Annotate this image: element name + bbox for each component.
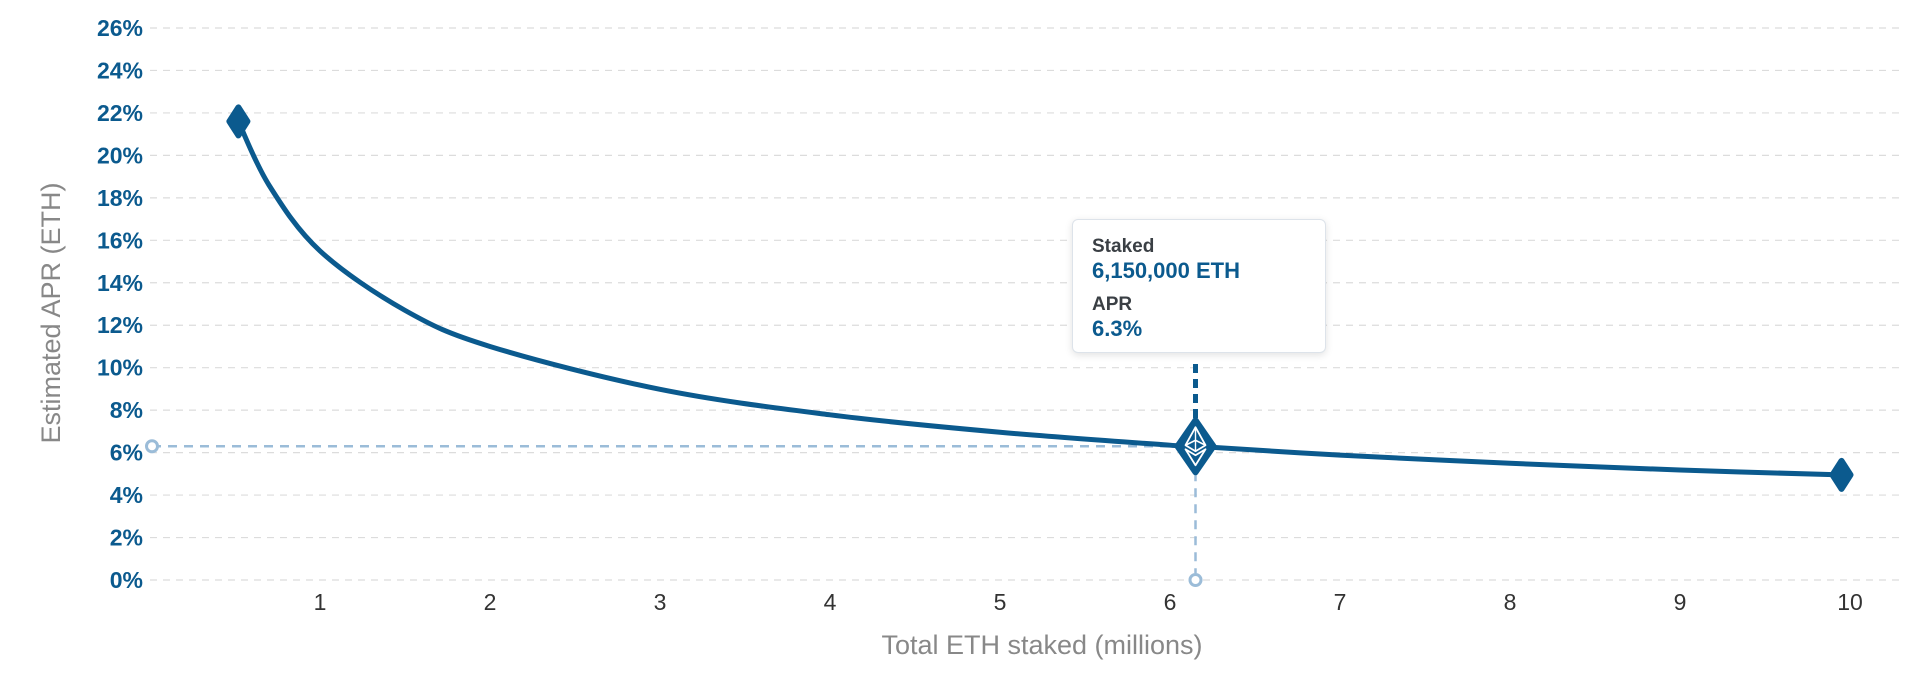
x-tick-label: 5 (994, 589, 1007, 615)
x-tick-label: 8 (1504, 589, 1517, 615)
series-start-marker (226, 104, 251, 139)
series-layer (235, 118, 1844, 478)
x-tick-label: 7 (1334, 589, 1347, 615)
y-tick-label: 14% (97, 270, 143, 296)
y-tick-label: 18% (97, 185, 143, 211)
x-tick-label: 4 (824, 589, 837, 615)
y-axis-guide-dot (145, 439, 159, 454)
y-tick-label: 22% (97, 100, 143, 126)
ethereum-icon (1174, 417, 1217, 476)
y-tick-label: 10% (97, 355, 143, 381)
y-tick-label: 26% (97, 15, 143, 41)
eth-glyph-bottom (1184, 448, 1207, 467)
highlight-guides (145, 364, 1203, 587)
tooltip-staked-label: Staked (1092, 236, 1155, 257)
x-tick-label: 2 (484, 589, 497, 615)
grid-lines (150, 27, 1905, 581)
marker-layer (226, 104, 1854, 492)
value-tooltip: Staked 6,150,000 ETH APR 6.3% (1072, 219, 1326, 353)
y-tick-label: 8% (110, 397, 143, 423)
x-axis-title: Total ETH staked (millions) (881, 630, 1202, 660)
x-tick-label: 3 (654, 589, 667, 615)
x-tick-label: 1 (314, 589, 327, 615)
x-tick-label: 6 (1164, 589, 1177, 615)
x-axis-guide-dot (1188, 573, 1203, 587)
y-tick-label: 12% (97, 312, 143, 338)
tooltip-staked-value: 6,150,000 ETH (1092, 258, 1240, 283)
y-tick-label: 0% (110, 567, 143, 593)
y-tick-label: 6% (110, 440, 143, 466)
x-axis-ticks: 1 2 3 4 5 6 7 8 9 10 (314, 589, 1863, 615)
y-tick-label: 4% (110, 482, 143, 508)
y-tick-label: 20% (97, 142, 143, 168)
y-tick-label: 16% (97, 227, 143, 253)
y-axis-ticks: 0% 2% 4% 6% 8% 10% 12% 14% 16% 18% 20% 22% 24% 26% (97, 15, 143, 593)
y-tick-label: 2% (110, 525, 143, 551)
series-end-marker (1829, 457, 1854, 492)
tooltip-apr-label: APR (1092, 294, 1133, 315)
y-axis-title: Estimated APR (ETH) (36, 182, 66, 443)
x-tick-label: 9 (1674, 589, 1687, 615)
x-tick-label: 10 (1837, 589, 1863, 615)
y-tick-label: 24% (97, 57, 143, 83)
tooltip-apr-value: 6.3% (1092, 316, 1143, 341)
series-line (235, 118, 1844, 478)
